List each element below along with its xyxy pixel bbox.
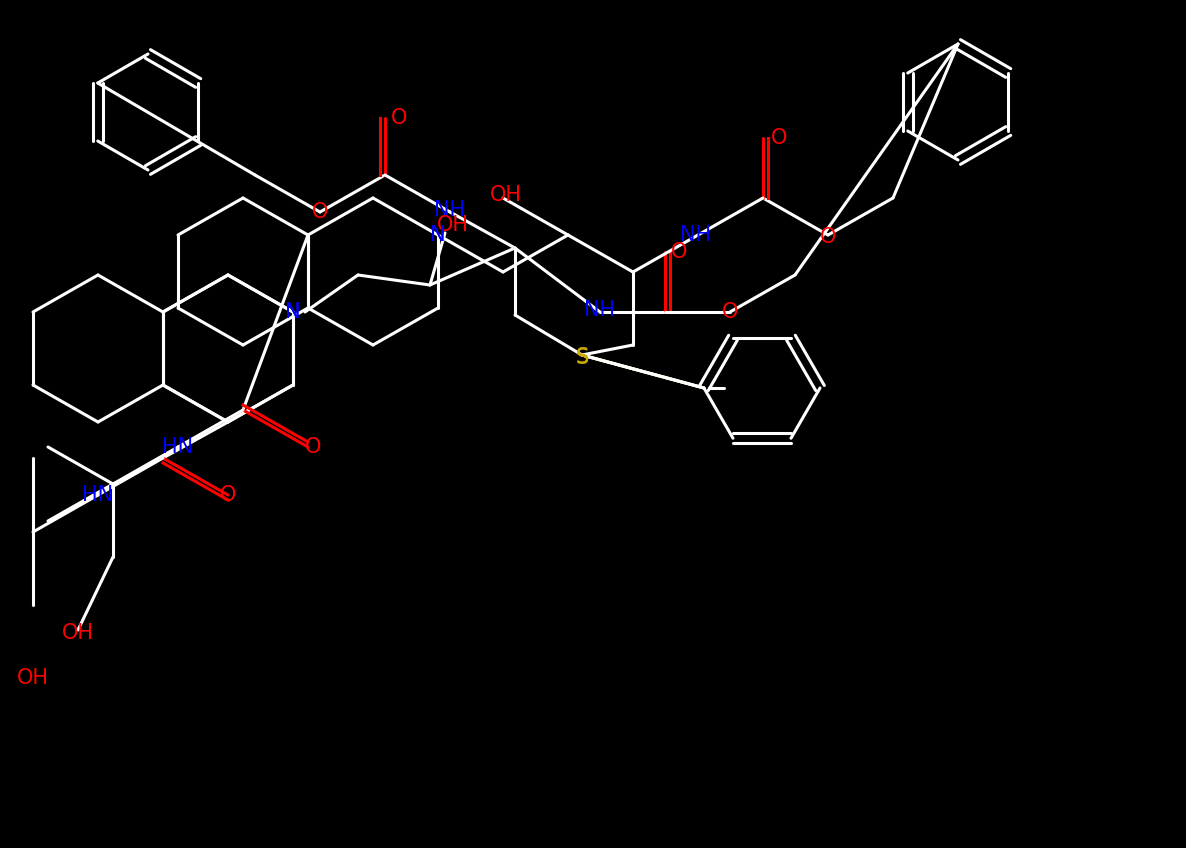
Text: O: O [820,227,836,247]
Text: HN: HN [83,485,114,505]
Text: NH: NH [585,300,616,320]
Text: N: N [431,225,446,245]
Text: O: O [771,128,788,148]
Text: S: S [575,347,588,367]
Text: O: O [312,202,329,222]
Text: N: N [286,302,301,322]
Text: HN: HN [162,437,193,457]
Text: N: N [431,225,446,245]
Text: O: O [722,302,738,322]
Text: NH: NH [434,200,466,220]
Text: OH: OH [17,668,49,688]
Text: O: O [305,437,321,457]
Text: NH: NH [681,225,712,245]
Text: O: O [391,108,407,128]
Text: OH: OH [62,623,94,643]
Text: N: N [286,302,301,322]
Text: O: O [219,485,236,505]
Text: S: S [575,348,588,368]
Text: OH: OH [436,215,468,235]
Text: OH: OH [490,185,522,205]
Text: O: O [671,242,687,262]
